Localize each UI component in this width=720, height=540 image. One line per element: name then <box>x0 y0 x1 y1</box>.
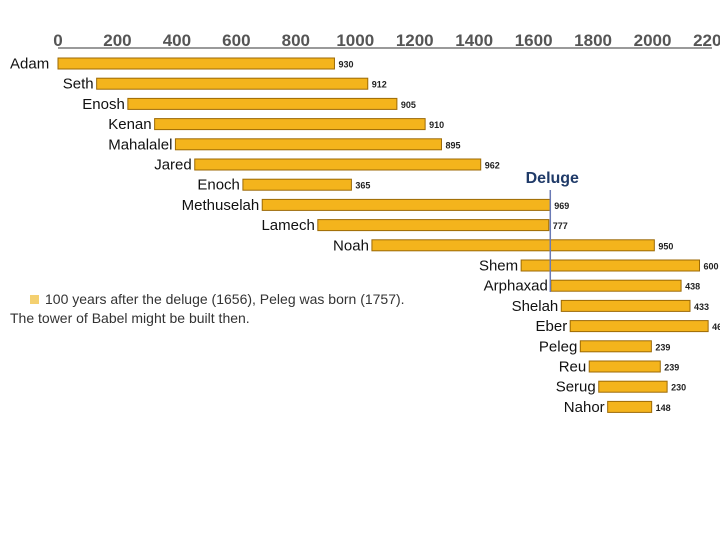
x-axis: 0 200 400 600 800 1000 1200 1400 1600 1800 2000 220… <box>53 31 720 50</box>
bar-row: Peleg 239 <box>539 338 670 355</box>
bar <box>154 118 426 131</box>
bar <box>607 400 653 413</box>
bar-value-label: 962 <box>485 161 500 171</box>
x-tick-label: 600 <box>222 31 250 50</box>
deluge-marker: Deluge <box>526 170 579 292</box>
bar-value-label: 365 <box>355 181 370 191</box>
bar-name-label: Kenan <box>108 116 151 133</box>
bar <box>598 380 668 393</box>
bar-value-label: 969 <box>554 201 569 211</box>
deluge-label: Deluge <box>526 170 579 187</box>
bar-name-label: Nahor <box>564 399 605 416</box>
bar-row: Shelah 433 <box>512 298 709 315</box>
bar-value-label: 910 <box>429 120 444 130</box>
bar <box>174 138 442 151</box>
bar-value-label: 600 <box>704 262 719 272</box>
bar-value-label: 433 <box>694 302 709 312</box>
bar <box>96 77 369 90</box>
annotation-line2: The tower of Babel might be built then. <box>10 310 250 326</box>
x-tick-label: 1400 <box>455 31 493 50</box>
bar-row: Eber 464 <box>536 318 720 335</box>
bar-value-label: 239 <box>664 363 679 373</box>
bar-name-label: Serug <box>556 379 596 396</box>
bar-value-label: 777 <box>553 221 568 231</box>
bar <box>57 57 335 70</box>
bar-row: Kenan 910 <box>108 116 444 133</box>
bar-value-label: 895 <box>445 140 460 150</box>
x-tick-label: 1200 <box>396 31 434 50</box>
bar-row: Nahor 148 <box>564 399 671 416</box>
bar-name-label: Seth <box>63 76 94 93</box>
bar <box>127 97 398 110</box>
bar-row: Mahalalel 895 <box>108 136 460 153</box>
bar-value-label: 950 <box>658 241 673 251</box>
bar-value-label: 438 <box>685 282 700 292</box>
bar-row: Lamech 777 <box>261 217 567 234</box>
x-tick-label: 800 <box>282 31 310 50</box>
bar <box>261 198 551 211</box>
bar-value-label: 464 <box>712 322 720 332</box>
bar-name-label: Arphaxad <box>484 278 548 295</box>
bar <box>371 239 655 252</box>
x-tick-label: 400 <box>163 31 191 50</box>
annotation-line1: 100 years after the deluge (1656), Peleg… <box>45 291 405 307</box>
bar-row: Noah 950 <box>333 237 673 254</box>
bar-row: Enosh 905 <box>82 96 416 113</box>
bar <box>550 279 682 292</box>
bar-row: Arphaxad 438 <box>484 278 700 295</box>
bar-name-label: Methuselah <box>182 197 260 214</box>
bar-value-label: 239 <box>655 342 670 352</box>
bar <box>317 219 550 232</box>
annotation-bullet <box>30 295 39 305</box>
bar-name-label: Peleg <box>539 338 577 355</box>
bar-row: Serug 230 <box>556 379 686 396</box>
x-tick-label: 1600 <box>515 31 553 50</box>
bar-value-label: 912 <box>372 80 387 90</box>
bar-row: Reu 239 <box>559 359 680 376</box>
bar-row: Shem 600 <box>479 258 719 275</box>
bar-name-label: Lamech <box>261 217 314 234</box>
bar <box>579 340 652 353</box>
bar-name-label: Eber <box>536 318 568 335</box>
bar-value-label: 148 <box>656 403 671 413</box>
x-tick-label: 200 <box>103 31 131 50</box>
bar-row: Enoch 365 <box>197 177 370 194</box>
bar <box>520 259 701 272</box>
bar-name-label: Reu <box>559 359 587 376</box>
bar-name-label: Mahalalel <box>108 136 172 153</box>
bar-row: Methuselah 969 <box>182 197 570 214</box>
annotation: 100 years after the deluge (1656), Peleg… <box>10 290 450 328</box>
bar-row: Jared 962 <box>154 157 500 174</box>
bar-value-label: 930 <box>338 60 353 70</box>
bar-value-label: 905 <box>401 100 416 110</box>
bar-row: Adam 930 <box>10 56 353 73</box>
bar-name-label: Jared <box>154 157 192 174</box>
bar <box>242 178 352 191</box>
x-tick-label: 2200 <box>693 31 720 50</box>
x-tick-label: 0 <box>53 31 62 50</box>
bar <box>560 299 691 312</box>
bar <box>194 158 482 171</box>
x-tick-label: 1800 <box>574 31 612 50</box>
bar-value-label: 230 <box>671 383 686 393</box>
bar-row: Seth 912 <box>63 76 387 93</box>
bar-name-label: Shelah <box>512 298 559 315</box>
bar <box>588 360 661 373</box>
bar-name-label: Shem <box>479 258 518 275</box>
bar-name-label: Enosh <box>82 96 125 113</box>
bars: Adam 930 Seth 912 Enosh 905 Kenan 910 Mahalalel 8… <box>10 56 720 416</box>
x-tick-label: 2000 <box>634 31 672 50</box>
bar <box>569 320 709 333</box>
bar-name-label: Enoch <box>197 177 240 194</box>
x-tick-label: 1000 <box>336 31 374 50</box>
bar-name-label: Noah <box>333 237 369 254</box>
bar-name-label: Adam <box>10 56 49 73</box>
